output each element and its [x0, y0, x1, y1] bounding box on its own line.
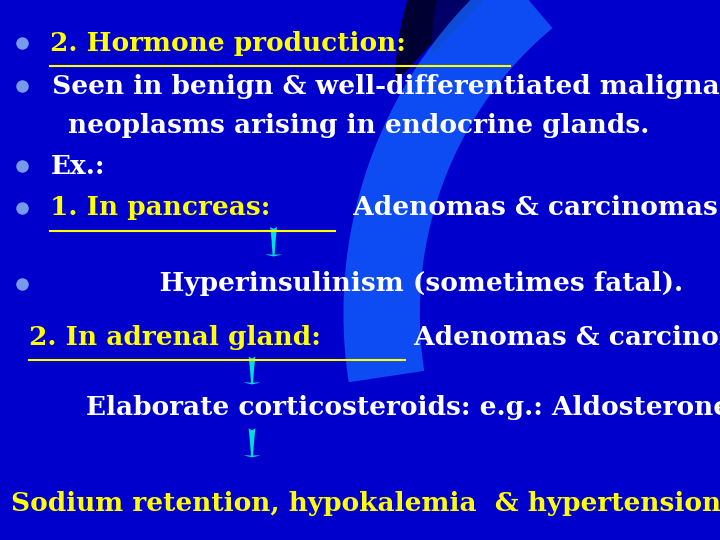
Polygon shape [432, 0, 706, 54]
Text: Adenomas & carcinomas: Adenomas & carcinomas [335, 195, 718, 220]
Text: 2. Hormone production:: 2. Hormone production: [50, 31, 406, 56]
Text: Hyperinsulinism (sometimes fatal).: Hyperinsulinism (sometimes fatal). [50, 271, 683, 296]
Text: Ex.:: Ex.: [50, 154, 105, 179]
Polygon shape [396, 0, 670, 81]
Text: 2. In adrenal gland:: 2. In adrenal gland: [29, 325, 320, 350]
Text: Elaborate corticosteroids: e.g.: Aldosterone: Elaborate corticosteroids: e.g.: Aldoste… [86, 395, 720, 420]
Text: Adenomas & carcinomas:: Adenomas & carcinomas: [405, 325, 720, 350]
Text: 1. In pancreas:: 1. In pancreas: [50, 195, 271, 220]
Text: Sodium retention, hypokalemia  & hypertension.: Sodium retention, hypokalemia & hyperten… [11, 491, 720, 516]
Text: neoplasms arising in endocrine glands.: neoplasms arising in endocrine glands. [68, 113, 649, 138]
Text: Seen in benign & well-differentiated malignant: Seen in benign & well-differentiated mal… [43, 74, 720, 99]
